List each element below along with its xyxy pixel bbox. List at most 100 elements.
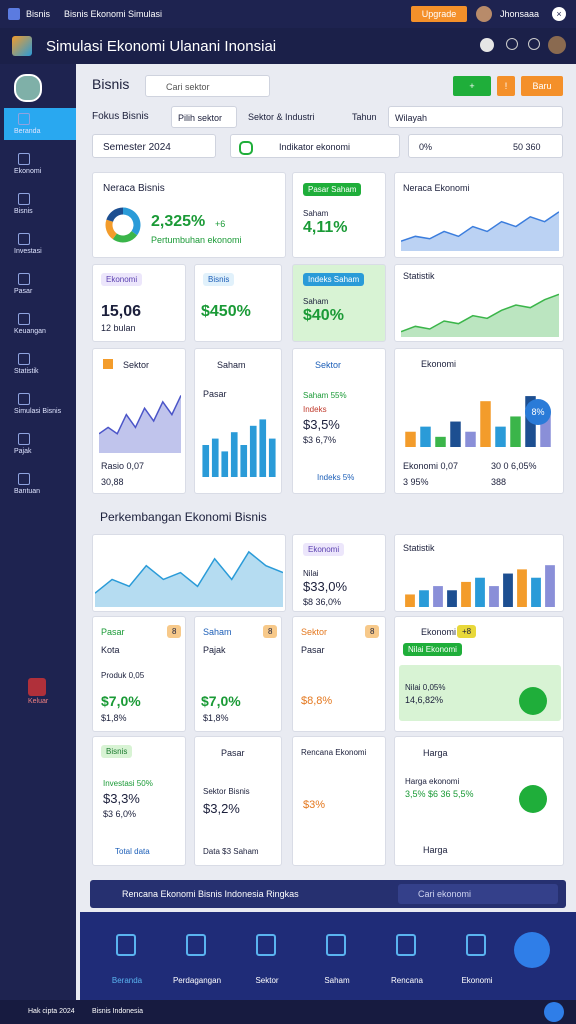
chat-button[interactable] [544, 1002, 564, 1022]
nav-icon [116, 934, 136, 956]
card-value: $8 36,0% [303, 597, 342, 607]
nav-item[interactable]: Rencana [374, 924, 440, 994]
sidebar-icon [18, 273, 30, 285]
sidebar-item[interactable]: Bisnis [4, 188, 76, 220]
bar [489, 586, 499, 607]
area [99, 395, 181, 453]
nav-item[interactable]: Beranda [94, 924, 160, 994]
nav-item[interactable]: Ekonomi [444, 924, 510, 994]
card-value: $8,8% [301, 695, 333, 707]
nav-item[interactable]: Sektor [234, 924, 300, 994]
bar [461, 581, 471, 607]
search-box[interactable]: Cari sektor [145, 75, 270, 97]
card: Bisnis $450% [194, 264, 282, 342]
line [401, 293, 559, 333]
sidebar: Keluar Beranda Ekonomi Bisnis Investasi Pasa… [0, 64, 76, 1000]
action-icon[interactable] [519, 785, 547, 813]
card-text: Sektor Bisnis [203, 787, 250, 796]
add-button[interactable]: + [453, 76, 491, 96]
card-text: Saham 55% [303, 391, 347, 400]
card-text: Nilai 0,05% [405, 683, 446, 692]
sidebar-item[interactable]: Bantuan [4, 468, 76, 500]
area-chart [401, 293, 559, 337]
icon[interactable] [528, 38, 540, 50]
card-value: $33,0% [303, 579, 348, 594]
action-icon[interactable] [519, 687, 547, 715]
card-text: Produk 0,05 [101, 671, 145, 680]
sidebar-item[interactable]: Beranda [4, 108, 76, 140]
fab[interactable] [514, 932, 550, 968]
icon [239, 141, 253, 155]
sidebar-label: Simulasi Bisnis [14, 408, 62, 415]
sidebar-icon [18, 113, 30, 125]
card: Pasar Saham Saham 4,11% [292, 172, 386, 258]
sidebar-item[interactable]: Keuangan [4, 308, 76, 340]
period-dropdown[interactable]: Semester 2024 [92, 134, 216, 158]
card-title: Kota [101, 645, 120, 655]
card: Neraca Bisnis 2,325% +6 Pertumbuhan ekon… [92, 172, 286, 258]
card-value: $7,0% [201, 693, 241, 709]
card-value: $450% [201, 303, 251, 320]
nav-item[interactable]: Perdagangan [164, 924, 230, 994]
card-tag: Indeks Saham [303, 273, 365, 286]
sidebar-label: Investasi [14, 248, 42, 255]
sidebar-icon [18, 153, 30, 165]
sidebar-label: Beranda [14, 128, 41, 135]
sidebar-item[interactable]: Pajak [4, 428, 76, 460]
logout-icon[interactable] [28, 678, 46, 696]
card-value: $7,0% [101, 693, 141, 709]
nav-item[interactable]: Saham [304, 924, 370, 994]
bar [540, 411, 551, 447]
card-text: 30 0 6,05% [491, 461, 537, 471]
card-value: $3,3% [103, 791, 140, 806]
region-dropdown[interactable]: Wilayah [388, 106, 563, 128]
bar [221, 451, 229, 477]
card-value: $3,2% [203, 801, 240, 816]
sidebar-item[interactable]: Pasar [4, 268, 76, 300]
card-title: Statistik [403, 271, 435, 281]
new-button[interactable]: Baru [521, 76, 563, 96]
bar [503, 573, 513, 607]
sidebar-item[interactable]: Simulasi Bisnis [4, 388, 76, 420]
donut-segment [106, 207, 124, 223]
stat-text: 50 360 [513, 142, 541, 152]
sidebar-icon [18, 313, 30, 325]
bar [230, 432, 238, 477]
area-chart [99, 395, 181, 453]
filter[interactable]: Pilih sektor [171, 106, 237, 128]
card: Sektor 8 Pasar $8,8% [292, 616, 386, 732]
alert-button[interactable]: ! [497, 76, 515, 96]
user-name: Jhonsaaa [500, 9, 540, 19]
filter-text[interactable]: Tahun [352, 112, 377, 122]
banner-title: Rencana Ekonomi Bisnis Indonesia Ringkas [122, 889, 299, 899]
indicator-box[interactable]: Indikator ekonomi [230, 134, 400, 158]
badge: 8 [263, 625, 278, 638]
header: Simulasi Ekonomi Ulanani Inonsiai [0, 28, 576, 64]
bar [495, 426, 506, 447]
bar [435, 436, 446, 447]
upgrade-button[interactable]: Upgrade [411, 6, 467, 22]
card: Bisnis Investasi 50% $3,3% $3 6,0% Total… [92, 736, 186, 866]
card-value: $3 6,0% [103, 809, 137, 819]
card-value: $3,5% [303, 417, 340, 432]
card-tag: Sektor [301, 627, 328, 637]
filter-text[interactable]: Sektor & Industri [248, 112, 315, 122]
close-button[interactable]: × [552, 7, 566, 21]
card-title: Statistik [403, 543, 435, 553]
card-value: 14,6,82% [405, 695, 444, 705]
icon[interactable] [506, 38, 518, 50]
icon[interactable] [480, 38, 494, 52]
bar [202, 445, 210, 477]
banner-search[interactable]: Cari ekonomi [398, 884, 558, 904]
bar [268, 438, 276, 477]
sidebar-icon [18, 473, 30, 485]
sidebar-item[interactable]: Investasi [4, 228, 76, 260]
header-logo [12, 36, 32, 56]
sidebar-item[interactable]: Ekonomi [4, 148, 76, 180]
logout-label[interactable]: Keluar [28, 698, 49, 705]
sidebar-icon [18, 353, 30, 365]
sidebar-item[interactable]: Statistik [4, 348, 76, 380]
bar [419, 590, 429, 607]
card-text: Indeks [303, 405, 327, 414]
card-value: 2,325% [151, 213, 206, 230]
